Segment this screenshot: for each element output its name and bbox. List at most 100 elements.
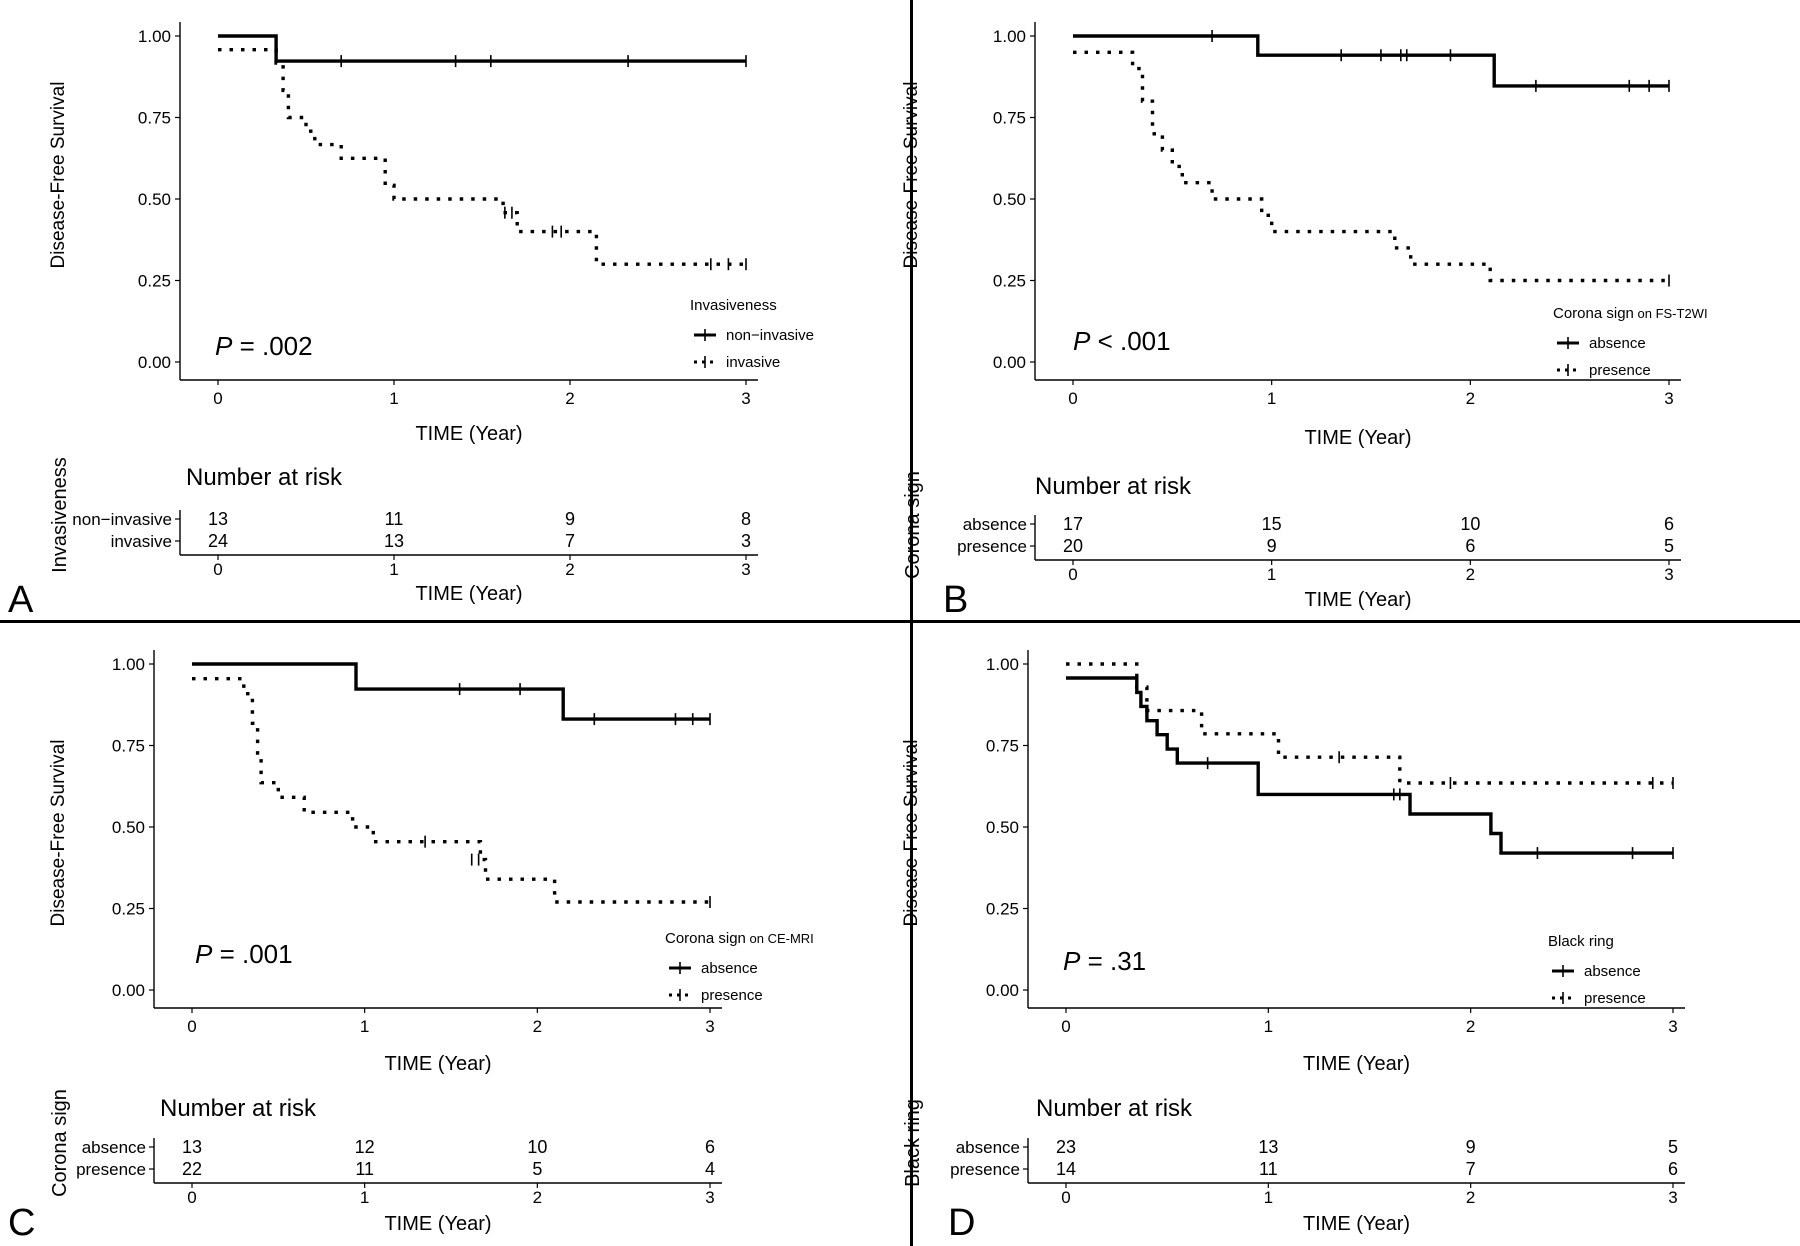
- km-curve-a: [192, 662, 710, 721]
- panel-a: 0.00 0.25 0.50 0.75 1.00 0 1 2 3 Disease-Free Sur…: [0, 0, 908, 621]
- x-tick-label: 3: [1668, 1017, 1677, 1036]
- risk-x-tick-label: 0: [187, 1188, 196, 1207]
- risk-value: 9: [1267, 536, 1277, 556]
- risk-row-label: presence: [76, 1160, 146, 1179]
- panel-letter: B: [943, 579, 968, 621]
- x-tick-label: 0: [1061, 1017, 1070, 1036]
- chart-svg: 0.00 0.25 0.50 0.75 1.00 0 1 2 3 Disease-Free Sur…: [8, 22, 814, 621]
- km-curve-a: [218, 34, 746, 63]
- risk-value: 7: [565, 531, 575, 551]
- risk-value: 6: [705, 1137, 715, 1157]
- risk-x-tick-label: 2: [533, 1188, 542, 1207]
- risk-table-title: Number at risk: [1036, 1095, 1193, 1122]
- risk-x-tick-label: 0: [1061, 1188, 1070, 1207]
- y-tick-label: 1.00: [993, 27, 1026, 46]
- risk-value: 13: [208, 509, 228, 529]
- y-axis-title: Disease-Free Survival: [48, 740, 69, 927]
- risk-row-label: absence: [956, 1138, 1020, 1157]
- risk-x-tick-label: 1: [389, 560, 398, 579]
- y-tick-label: 0.00: [138, 353, 171, 372]
- x-tick-label: 1: [389, 389, 398, 408]
- x-axis-title: TIME (Year): [1303, 1053, 1410, 1075]
- risk-value: 23: [1056, 1137, 1076, 1157]
- risk-value: 10: [527, 1137, 547, 1157]
- legend-title: Invasiveness: [690, 297, 777, 314]
- x-tick-label: 2: [1466, 389, 1475, 408]
- risk-value: 13: [384, 531, 404, 551]
- risk-value: 3: [741, 531, 751, 551]
- y-axis-title: Disease-Free Survival: [901, 82, 922, 269]
- p-value: P = .002: [215, 331, 313, 361]
- risk-side-label: Corona sign: [902, 471, 924, 579]
- x-tick-label: 1: [1264, 1017, 1273, 1036]
- risk-x-tick-label: 3: [1664, 565, 1673, 584]
- risk-side-label: Corona sign: [49, 1089, 71, 1197]
- risk-x-tick-label: 2: [565, 560, 574, 579]
- p-value: P < .001: [1073, 326, 1171, 356]
- risk-x-axis-title: TIME (Year): [1303, 1213, 1410, 1235]
- x-axis-title: TIME (Year): [1304, 427, 1411, 449]
- x-tick-label: 1: [1267, 389, 1276, 408]
- risk-row-label: absence: [963, 515, 1027, 534]
- risk-value: 15: [1262, 514, 1282, 534]
- legend-title: Black ring: [1548, 933, 1614, 950]
- legend-label: presence: [701, 987, 763, 1004]
- risk-x-axis-title: TIME (Year): [384, 1213, 491, 1235]
- risk-value: 17: [1063, 514, 1083, 534]
- y-tick-label: 0.25: [112, 900, 145, 919]
- legend-label: absence: [1584, 963, 1641, 980]
- risk-value: 11: [355, 1159, 374, 1179]
- y-tick-label: 0.75: [986, 737, 1019, 756]
- risk-value: 13: [1258, 1137, 1278, 1157]
- risk-x-tick-label: 3: [1668, 1188, 1677, 1207]
- legend-title: Corona sign on FS-T2WI: [1553, 305, 1708, 322]
- risk-table-title: Number at risk: [186, 464, 343, 491]
- risk-table-title: Number at risk: [1035, 473, 1192, 500]
- legend-label: non−invasive: [726, 327, 814, 344]
- chart-svg: 0.00 0.25 0.50 0.75 1.00 0 1 2 3 Disease-Free Sur…: [901, 22, 1708, 621]
- risk-side-label: Black ring: [902, 1099, 924, 1187]
- risk-value: 7: [1466, 1159, 1476, 1179]
- legend-label: presence: [1584, 990, 1646, 1007]
- risk-value: 13: [182, 1137, 202, 1157]
- risk-value: 8: [741, 509, 751, 529]
- risk-x-tick-label: 1: [360, 1188, 369, 1207]
- panel-c: 0.00 0.25 0.50 0.75 1.00 0 1 2 3 Disease-Free Sur…: [0, 623, 908, 1246]
- panel-b: 0.00 0.25 0.50 0.75 1.00 0 1 2 3 Disease-Free Sur…: [901, 0, 1800, 621]
- risk-value: 20: [1063, 536, 1083, 556]
- y-tick-label: 0.75: [993, 109, 1026, 128]
- risk-value: 10: [1460, 514, 1480, 534]
- y-tick-label: 0.50: [138, 190, 171, 209]
- risk-row-label: presence: [950, 1160, 1020, 1179]
- y-tick-label: 0.25: [138, 272, 171, 291]
- risk-x-tick-label: 1: [1267, 565, 1276, 584]
- risk-x-tick-label: 1: [1264, 1188, 1273, 1207]
- risk-value: 5: [532, 1159, 542, 1179]
- y-tick-label: 1.00: [112, 655, 145, 674]
- y-axis-title: Disease-Free Survival: [901, 740, 922, 927]
- y-axis-title: Disease-Free Survival: [48, 82, 69, 269]
- x-tick-label: 3: [705, 1017, 714, 1036]
- risk-x-tick-label: 2: [1466, 565, 1475, 584]
- x-tick-label: 0: [1068, 389, 1077, 408]
- y-tick-label: 1.00: [138, 27, 171, 46]
- risk-x-tick-label: 3: [705, 1188, 714, 1207]
- x-tick-label: 3: [741, 389, 750, 408]
- risk-value: 24: [208, 531, 228, 551]
- legend-title: Corona sign on CE-MRI: [665, 930, 814, 947]
- panel-letter: C: [8, 1202, 35, 1244]
- legend-label: absence: [701, 960, 758, 977]
- y-tick-label: 0.75: [112, 737, 145, 756]
- x-tick-label: 0: [187, 1017, 196, 1036]
- y-tick-label: 0.00: [986, 981, 1019, 1000]
- y-tick-label: 0.00: [112, 981, 145, 1000]
- risk-x-tick-label: 2: [1466, 1188, 1475, 1207]
- risk-value: 9: [565, 509, 575, 529]
- y-tick-label: 0.75: [138, 109, 171, 128]
- x-tick-label: 1: [360, 1017, 369, 1036]
- risk-x-tick-label: 0: [213, 560, 222, 579]
- y-tick-label: 0.50: [993, 190, 1026, 209]
- x-tick-label: 3: [1664, 389, 1673, 408]
- risk-table-title: Number at risk: [160, 1095, 317, 1122]
